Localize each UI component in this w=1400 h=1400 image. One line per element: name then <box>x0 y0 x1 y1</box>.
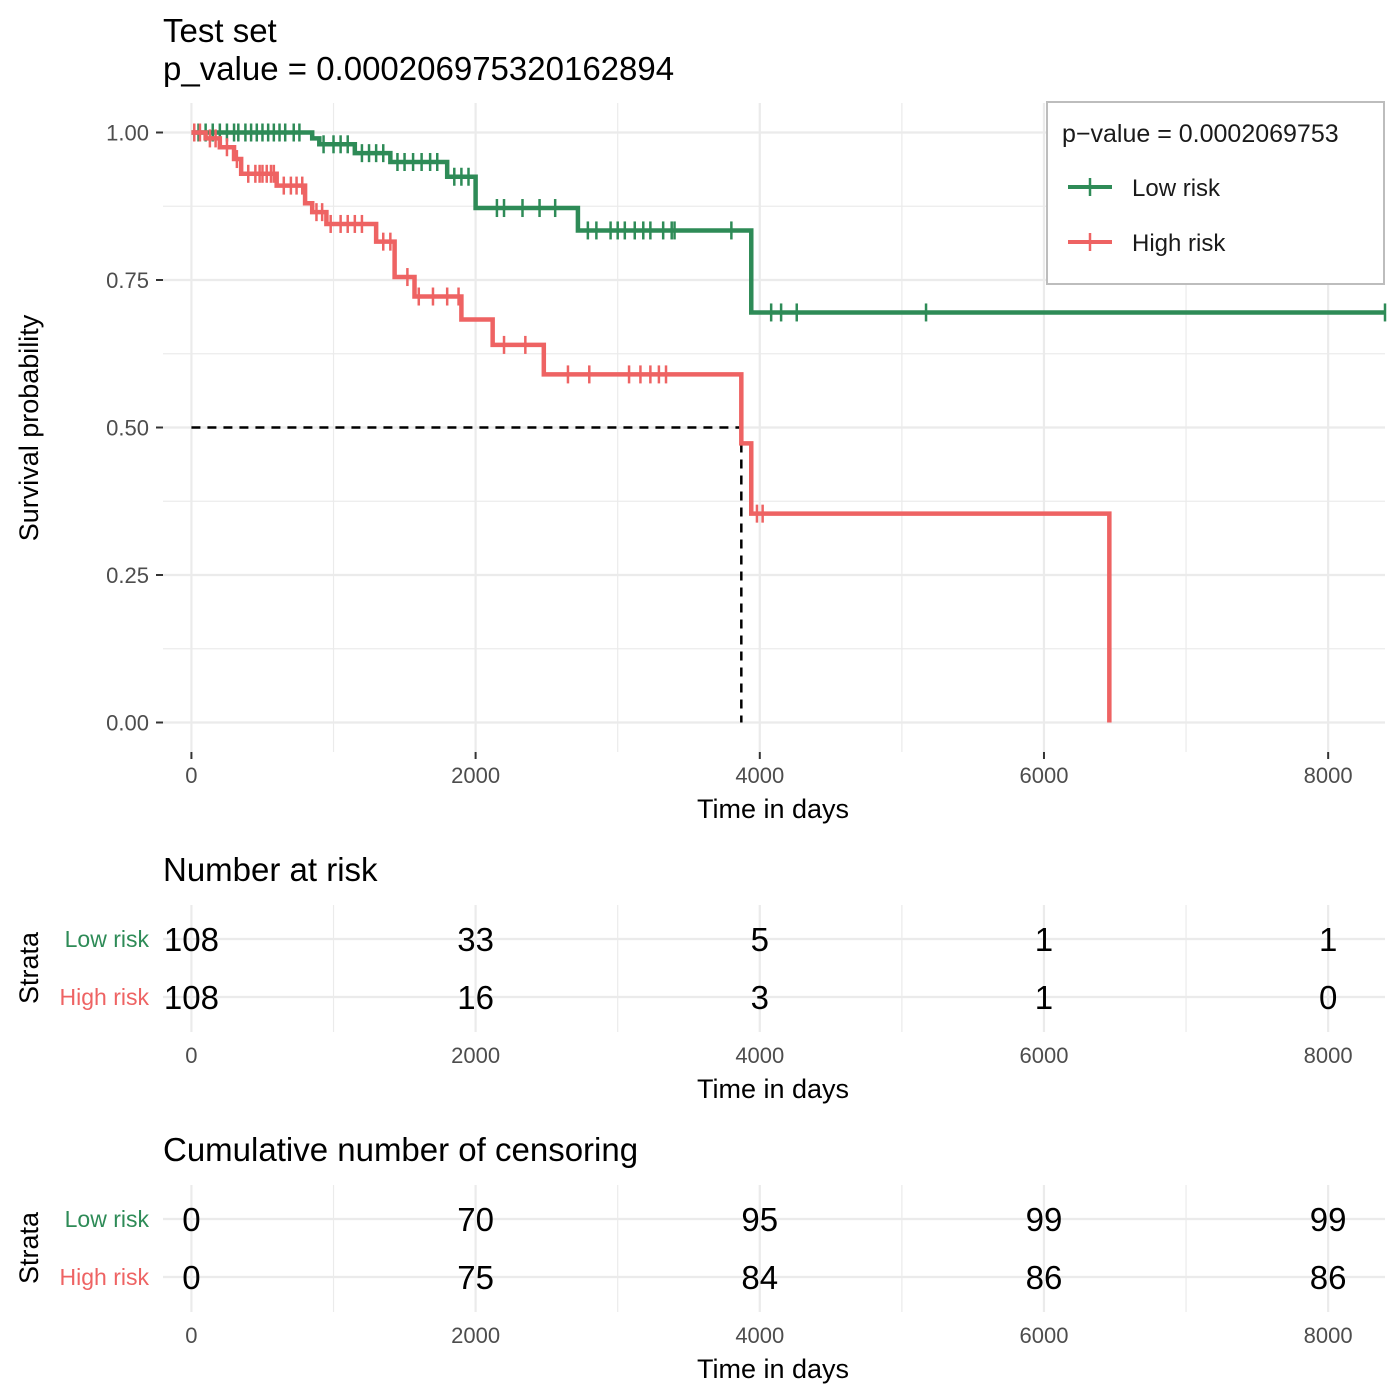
table-x-tick-label: 6000 <box>1020 1043 1069 1068</box>
legend-label-high-risk: High risk <box>1132 230 1226 257</box>
km-x-tick-label: 4000 <box>735 763 784 788</box>
table-cell-value: 84 <box>741 1259 778 1296</box>
table-cell-value: 1 <box>1035 979 1053 1016</box>
table-cell-value: 86 <box>1310 1259 1347 1296</box>
table-row-label: High risk <box>60 984 150 1010</box>
censoring-table-grid <box>163 1185 1385 1312</box>
table-cell-value: 99 <box>1026 1201 1063 1238</box>
table-x-tick-label: 4000 <box>735 1043 784 1068</box>
table-x-tick-label: 2000 <box>451 1323 500 1348</box>
risk-table-grid <box>163 905 1385 1032</box>
km-curves <box>191 123 1387 723</box>
table-x-tick-label: 8000 <box>1304 1323 1353 1348</box>
censoring-table-cells: Low risk 0 70 95 99 99 High risk 0 75 84 86 86 0 2000… <box>60 1201 1353 1348</box>
table-cell-value: 5 <box>751 921 769 958</box>
legend-key-low-risk <box>1068 178 1112 196</box>
km-y-tick-label: 1.00 <box>106 121 149 146</box>
table-x-tick-label: 0 <box>185 1323 197 1348</box>
table-x-tick-label: 6000 <box>1020 1323 1069 1348</box>
table-row-label: Low risk <box>65 926 150 952</box>
km-y-tick-label: 0.25 <box>106 563 149 588</box>
km-y-tick-label: 0.00 <box>106 711 149 736</box>
number-at-risk-table: Number at risk Low risk 108 33 5 1 1 High risk… <box>14 851 1385 1104</box>
table-x-tick-label: 0 <box>185 1043 197 1068</box>
censoring-table-y-axis-title: Strata <box>14 1211 44 1284</box>
legend: p−value = 0.0002069753 Low risk High ris… <box>1046 101 1385 285</box>
km-x-axis-title: Time in days <box>697 794 849 824</box>
table-cell-value: 108 <box>164 979 219 1016</box>
table-cell-value: 1 <box>1319 921 1337 958</box>
table-row-label: High risk <box>60 1264 150 1290</box>
km-x-tick-label: 8000 <box>1304 763 1353 788</box>
table-cell-value: 3 <box>751 979 769 1016</box>
table-cell-value: 0 <box>182 1201 200 1238</box>
km-x-tick-label: 2000 <box>451 763 500 788</box>
table-cell-value: 75 <box>457 1259 494 1296</box>
risk-table-cells: Low risk 108 33 5 1 1 High risk 108 16 3 1 0 0 2000 40… <box>60 921 1353 1068</box>
risk-table-title: Number at risk <box>163 851 378 888</box>
risk-table-x-axis-title: Time in days <box>697 1074 849 1104</box>
table-x-tick-label: 2000 <box>451 1043 500 1068</box>
censoring-table: Cumulative number of censoring Low risk 0… <box>14 1131 1385 1384</box>
km-plot: Test set p_value = 0.000206975320162894 … <box>14 12 1387 824</box>
censoring-table-x-axis-title: Time in days <box>697 1354 849 1384</box>
legend-label-low-risk: Low risk <box>1132 175 1221 202</box>
km-subtitle: p_value = 0.000206975320162894 <box>163 50 674 87</box>
survival-curve-low-risk <box>191 130 1385 315</box>
km-y-axis-title: Survival probability <box>14 314 44 541</box>
table-cell-value: 70 <box>457 1201 494 1238</box>
median-survival-lines <box>191 426 743 723</box>
legend-title: p−value = 0.0002069753 <box>1062 120 1339 148</box>
km-axis-ticks: 0 2000 4000 6000 8000 0.00 0.25 0.50 0.75 1.00 <box>106 121 1352 789</box>
table-cell-value: 108 <box>164 921 219 958</box>
km-title: Test set <box>163 12 277 49</box>
table-cell-value: 1 <box>1035 921 1053 958</box>
table-row-label: Low risk <box>65 1206 150 1232</box>
km-x-tick-label: 6000 <box>1020 763 1069 788</box>
table-cell-value: 86 <box>1026 1259 1063 1296</box>
table-x-tick-label: 8000 <box>1304 1043 1353 1068</box>
table-x-tick-label: 4000 <box>735 1323 784 1348</box>
censoring-table-title: Cumulative number of censoring <box>163 1131 638 1168</box>
km-y-tick-label: 0.50 <box>106 416 149 441</box>
table-cell-value: 16 <box>457 979 494 1016</box>
table-cell-value: 0 <box>1319 979 1337 1016</box>
legend-key-high-risk <box>1068 233 1112 251</box>
legend-box <box>1046 101 1385 285</box>
table-cell-value: 99 <box>1310 1201 1347 1238</box>
table-cell-value: 33 <box>457 921 494 958</box>
km-x-tick-label: 0 <box>185 763 197 788</box>
survival-curve-high-risk <box>191 130 1112 723</box>
km-y-tick-label: 0.75 <box>106 268 149 293</box>
table-cell-value: 0 <box>182 1259 200 1296</box>
risk-table-y-axis-title: Strata <box>14 931 44 1004</box>
table-cell-value: 95 <box>741 1201 778 1238</box>
